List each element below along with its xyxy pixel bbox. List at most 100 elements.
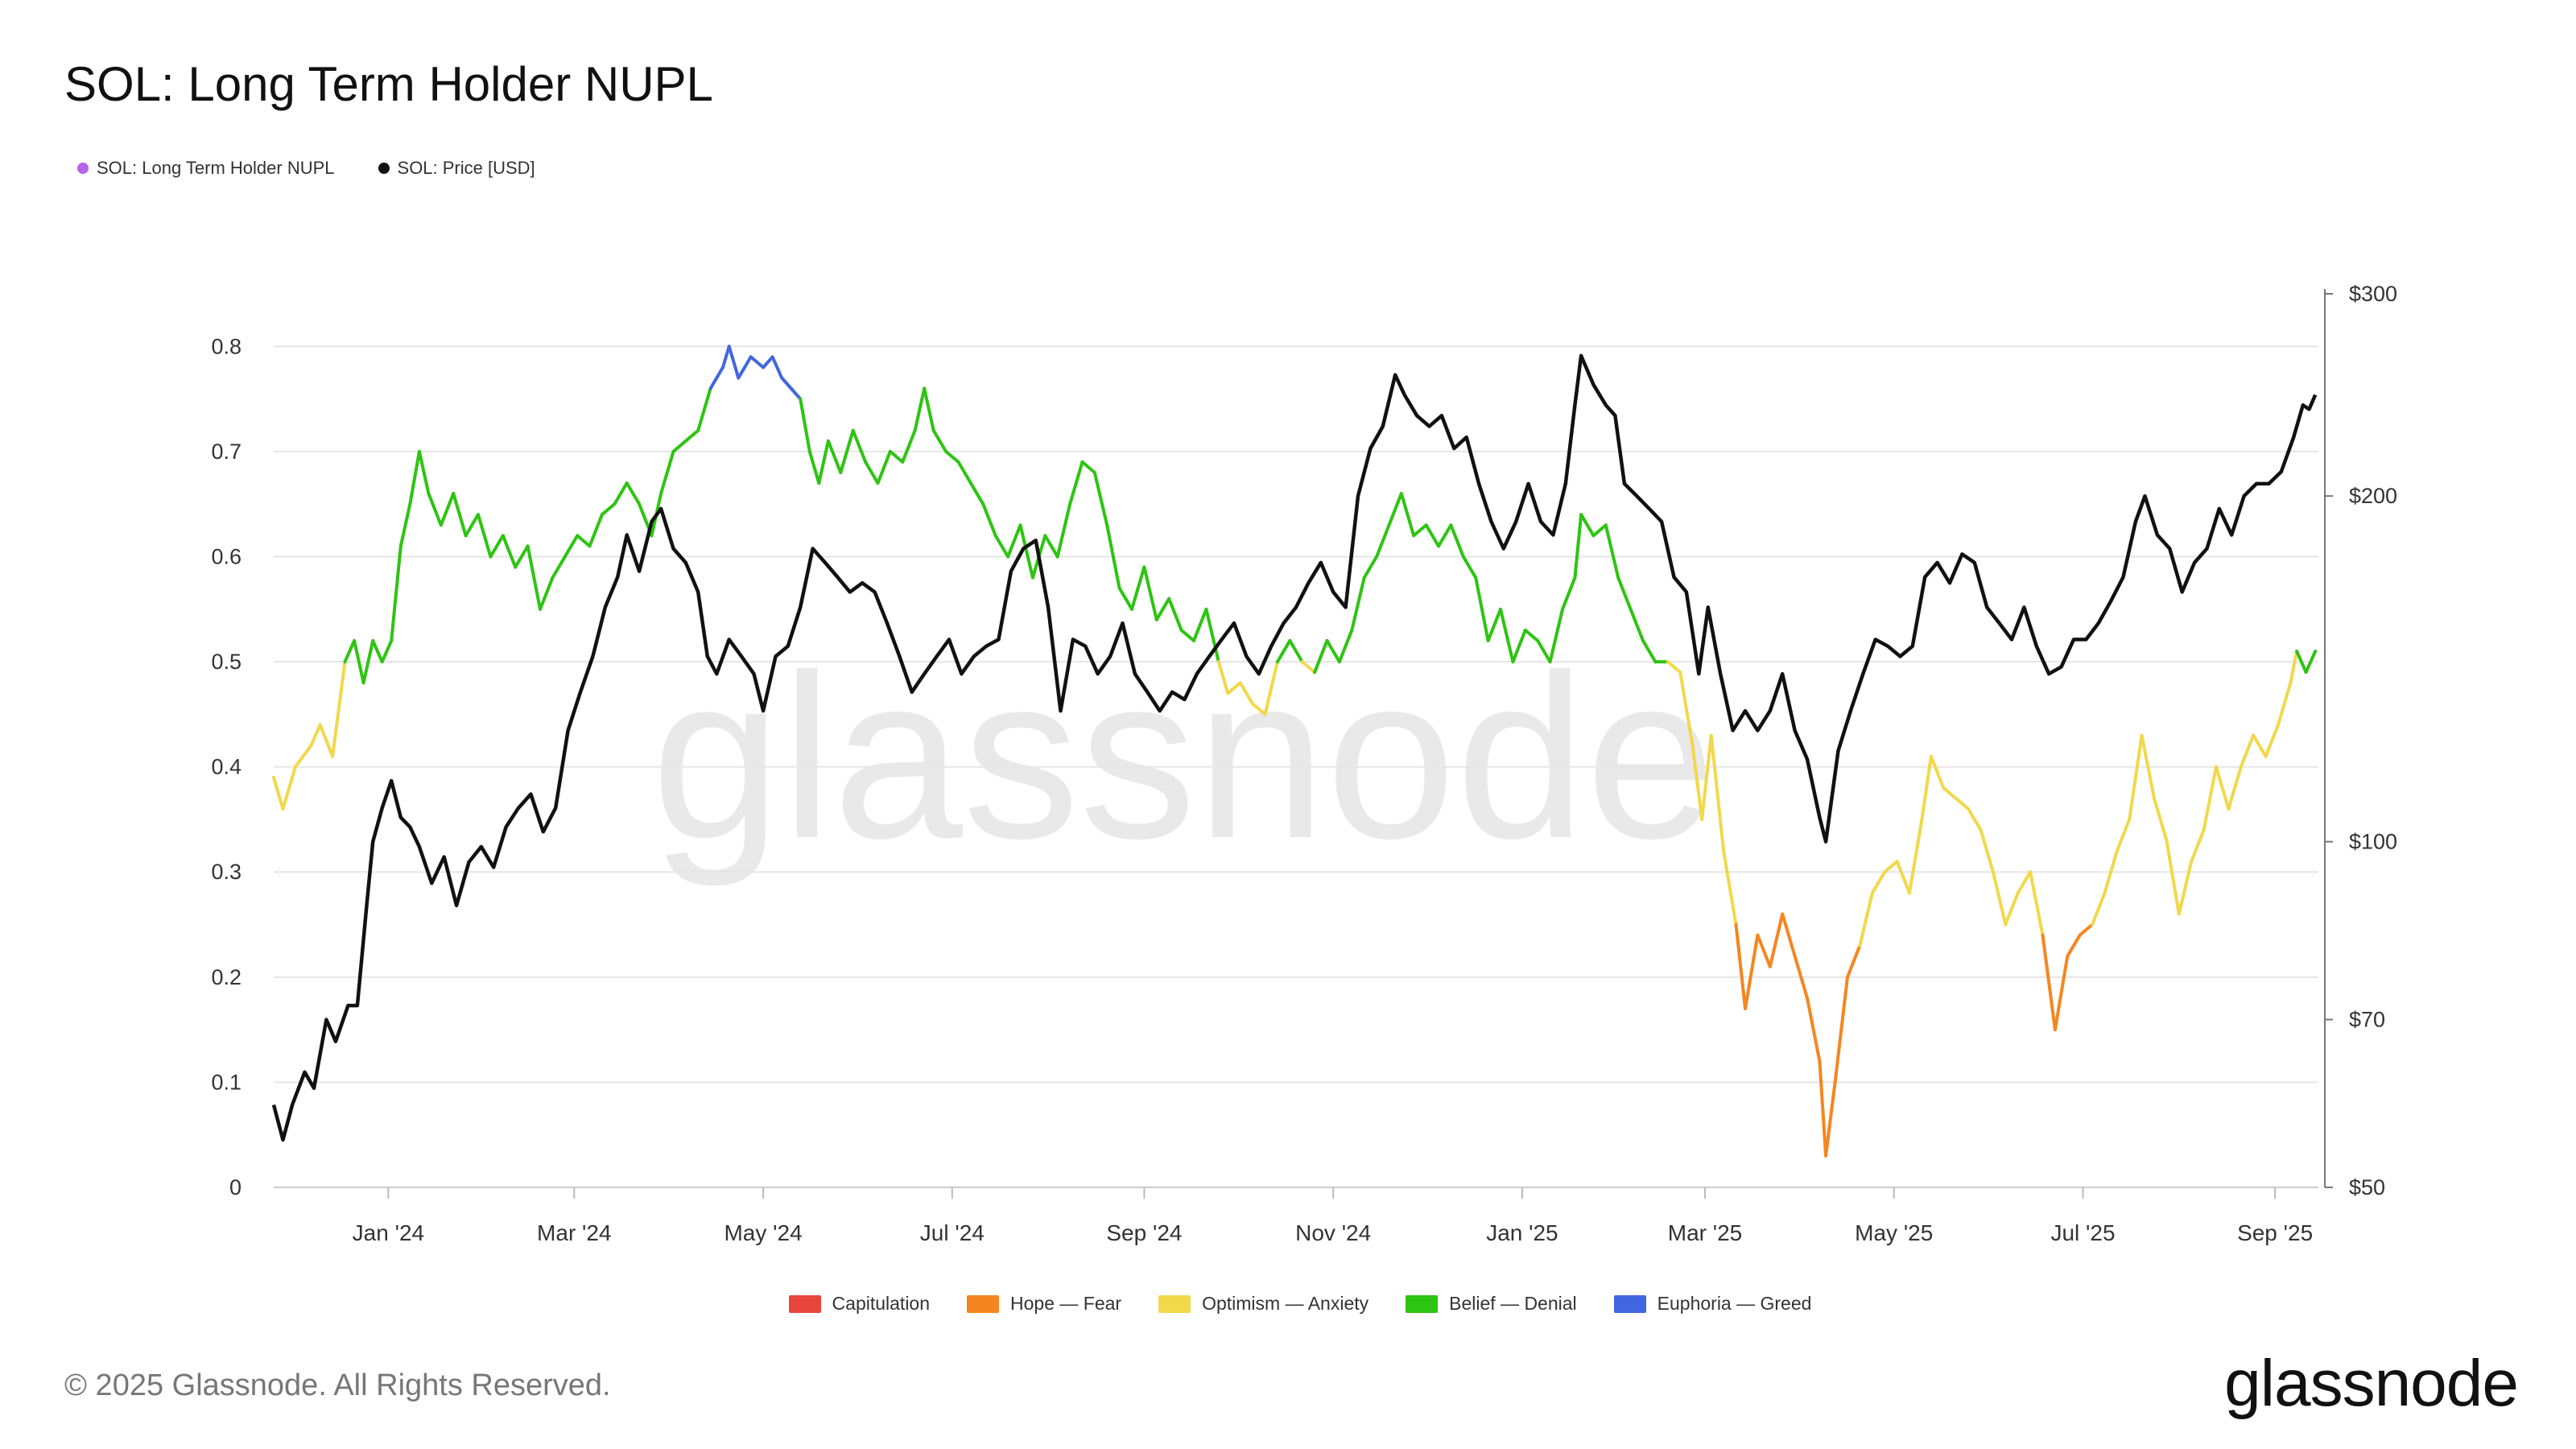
y-left-tick-label: 0.7	[211, 440, 242, 464]
nupl-line-segment	[1870, 870, 1887, 895]
zone-legend-optimism-anxiety[interactable]: Optimism — Anxiety	[1158, 1293, 1368, 1315]
nupl-line-segment	[931, 428, 948, 453]
nupl-line-segment	[737, 355, 753, 380]
nupl-line-segment	[1362, 555, 1379, 580]
x-tick-label: Mar '25	[1668, 1220, 1743, 1245]
nupl-line-segment	[2041, 933, 2057, 1032]
y-right-tick-label: $70	[2349, 1008, 2385, 1032]
nupl-line-segment	[2091, 891, 2107, 927]
nupl-line-segment	[770, 355, 784, 380]
nupl-line-segment	[1979, 828, 1995, 874]
nupl-line-segment	[1954, 796, 1971, 811]
y-left-tick-label: 0.8	[211, 334, 242, 358]
nupl-line-segment	[353, 638, 365, 685]
nupl-line-segment	[1179, 628, 1195, 642]
nupl-line-segment	[281, 765, 297, 811]
legend-item-price[interactable]: SOL: Price [USD]	[378, 158, 535, 179]
nupl-line-segment	[600, 502, 617, 517]
nupl-line-segment	[1130, 565, 1146, 611]
nupl-line-segment	[1967, 807, 1983, 832]
nupl-line-segment	[1666, 660, 1682, 675]
nupl-line-segment	[2215, 765, 2231, 811]
nupl-line-segment	[1858, 891, 1874, 947]
nupl-line-segment	[2264, 723, 2280, 758]
nupl-line-segment	[1092, 471, 1109, 527]
nupl-line-segment	[659, 449, 675, 496]
zone-legend-hope-fear[interactable]: Hope — Fear	[967, 1293, 1121, 1315]
nupl-line-segment	[489, 534, 505, 559]
y-right-tick-label: $200	[2349, 484, 2397, 508]
nupl-line-segment	[1561, 576, 1577, 611]
nupl-line-segment	[501, 534, 518, 569]
nupl-line-segment	[2295, 650, 2308, 675]
nupl-line-segment	[1412, 523, 1428, 538]
nupl-line-segment	[576, 534, 592, 548]
nupl-line-segment	[1629, 607, 1645, 642]
nupl-line-segment	[913, 386, 927, 432]
nupl-line-segment	[439, 492, 456, 527]
nupl-line-segment	[721, 345, 731, 369]
nupl-line-segment	[1768, 912, 1785, 968]
nupl-line-segment	[1486, 607, 1502, 642]
nupl-line-segment	[2140, 733, 2156, 800]
nupl-line-segment	[708, 365, 724, 390]
y-left-tick-label: 0.2	[211, 965, 242, 989]
nupl-line-segment	[1499, 607, 1515, 664]
nupl-line-segment	[1251, 702, 1267, 716]
nupl-line-segment	[1756, 933, 1772, 968]
y-right-tick-label: $100	[2349, 830, 2397, 854]
nupl-line-segment	[1068, 460, 1084, 506]
nupl-line-segment	[1690, 744, 1704, 821]
legend-item-nupl[interactable]: SOL: Long Term Holder NUPL	[77, 158, 335, 179]
y-left-tick-label: 0.4	[211, 755, 242, 779]
nupl-line-segment	[293, 744, 313, 769]
nupl-line-segment	[2277, 681, 2293, 727]
nupl-line-segment	[683, 428, 700, 443]
nupl-line-segment	[1238, 681, 1255, 706]
nupl-line-segment	[1043, 534, 1059, 559]
chart-title: SOL: Long Term Holder NUPL	[64, 57, 713, 111]
copyright-text: © 2025 Glassnode. All Rights Reserved.	[64, 1368, 611, 1402]
nupl-line-segment	[1204, 607, 1220, 664]
x-tick-label: Sep '24	[1106, 1220, 1182, 1245]
nupl-line-segment	[1300, 660, 1317, 675]
legend-dot-price	[378, 163, 390, 174]
nupl-line-segment	[2252, 733, 2268, 758]
nupl-line-segment	[876, 449, 892, 485]
y-right-tick-label: $300	[2349, 282, 2397, 306]
nupl-line-segment	[417, 449, 431, 496]
nupl-line-segment	[1461, 555, 1478, 580]
zone-label-belief-denial: Belief — Denial	[1449, 1293, 1577, 1314]
nupl-line-segment	[839, 428, 855, 474]
nupl-line-segment	[2029, 870, 2045, 937]
y-left-tick-label: 0.1	[211, 1070, 242, 1094]
zone-legend-belief-denial[interactable]: Belief — Denial	[1406, 1293, 1577, 1315]
nupl-line-segment	[2304, 650, 2318, 675]
nupl-line-segment	[1678, 671, 1695, 748]
nupl-line-segment	[2103, 849, 2119, 895]
y-left-tick-label: 0.3	[211, 860, 242, 884]
series-price	[271, 353, 2318, 1142]
nupl-line-segment	[1288, 638, 1304, 664]
nupl-line-segment	[1895, 860, 1911, 895]
nupl-line-segment	[923, 386, 935, 432]
nupl-line-segment	[452, 492, 468, 538]
zone-label-hope-fear: Hope — Fear	[1010, 1293, 1122, 1314]
nupl-line-segment	[1709, 733, 1726, 853]
nupl-line-segment	[864, 460, 880, 485]
zone-legend-capitulation[interactable]: Capitulation	[788, 1293, 930, 1315]
nupl-line-segment	[477, 513, 493, 559]
nupl-line-segment	[671, 439, 687, 453]
nupl-line-segment	[1781, 912, 1797, 958]
price-line	[271, 353, 2318, 1142]
nupl-line-segment	[625, 481, 642, 506]
legend-label-nupl: SOL: Long Term Holder NUPL	[97, 158, 335, 178]
nupl-line-segment	[2053, 954, 2070, 1032]
nupl-line-segment	[1929, 754, 1946, 790]
nupl-line-segment	[1018, 523, 1034, 580]
nupl-line-segment	[1744, 933, 1760, 1010]
nupl-line-segment	[1167, 597, 1183, 632]
nupl-line-segment	[2128, 733, 2144, 821]
zone-legend-euphoria-greed[interactable]: Euphoria — Greed	[1613, 1293, 1811, 1315]
nupl-line-segment	[1325, 638, 1341, 664]
